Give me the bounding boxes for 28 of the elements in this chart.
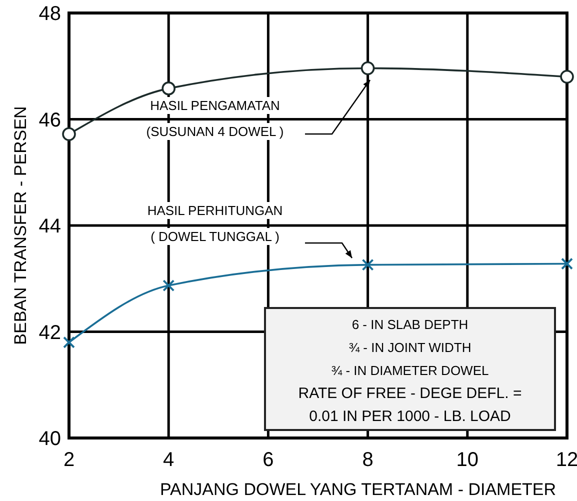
y-tick-label: 40 xyxy=(38,428,61,450)
point xyxy=(62,127,76,142)
point xyxy=(561,258,573,270)
y-axis-title: BEBAN TRANSFER - PERSEN xyxy=(11,106,30,345)
point xyxy=(362,258,374,271)
y-tick-label: 42 xyxy=(38,322,61,344)
annotation: 6 - IN SLAB DEPTH xyxy=(352,317,468,332)
x-tick-label: 12 xyxy=(556,449,577,471)
y-tick-label: 48 xyxy=(38,3,61,25)
x-tick-label: 8 xyxy=(362,449,374,471)
x-tick-label: 2 xyxy=(63,449,75,471)
series-label: HASIL PERHITUNGAN ( DOWEL TUNGGAL ) xyxy=(147,203,283,244)
point xyxy=(560,70,574,84)
series-label: HASIL PENGAMATAN (SUSUNAN 4 DOWEL ) xyxy=(146,98,284,139)
point xyxy=(63,336,75,348)
x-tick-label: 4 xyxy=(163,449,174,471)
annotation: 0.01 IN PER 1000 - LB. LOAD xyxy=(309,408,512,425)
x-axis-title: PANJANG DOWEL YANG TERTANAM - DIAMETER xyxy=(160,480,556,499)
y-tick-label: 44 xyxy=(38,216,61,238)
x-tick-label: 10 xyxy=(456,449,479,471)
x-tick-label: 6 xyxy=(262,449,274,471)
point xyxy=(162,280,175,292)
annotation: RATE OF FREE - DEGE DEFL. = xyxy=(298,385,522,402)
point xyxy=(162,82,176,96)
annotation: ¾ - IN DIAMETER DOWEL xyxy=(331,363,489,378)
annotation: ¾ - IN JOINT WIDTH xyxy=(348,340,472,355)
y-tick-label: 46 xyxy=(38,109,61,132)
point xyxy=(360,61,375,76)
